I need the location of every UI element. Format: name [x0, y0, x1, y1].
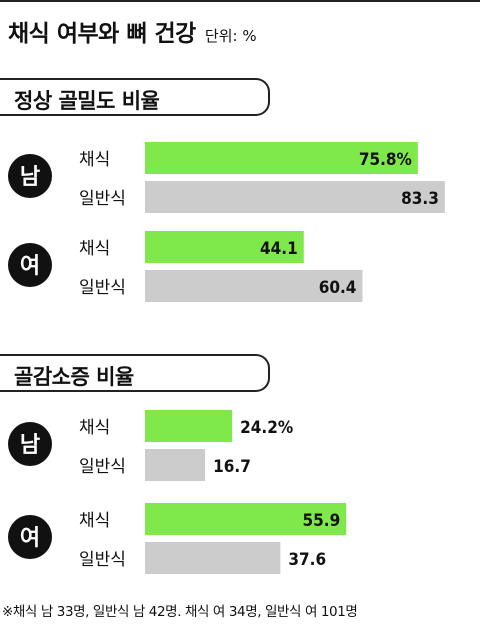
gender-badge [8, 243, 52, 287]
vegetarian-bar [145, 142, 418, 174]
gender-badge-label: 남 [20, 433, 40, 458]
section-title: 골감소증 비율 [14, 365, 134, 389]
bar-value-label: 37.6 [288, 550, 326, 570]
header-rule [0, 0, 480, 2]
regular-diet-bar [145, 270, 363, 302]
bar-category-label: 채식 [79, 418, 110, 438]
bar-category-label: 채식 [79, 150, 110, 170]
gender-badge [8, 422, 52, 466]
bar-value-label: 83.3 [401, 189, 439, 209]
section-header-osteopenia: 골감소증 비율 [0, 354, 270, 392]
chart-title: 채식 여부와 뼈 건강 [8, 21, 196, 47]
gender-badge [8, 154, 52, 198]
regular-diet-bar [145, 449, 206, 481]
vegetarian-bar [145, 503, 347, 535]
regular-diet-bar [145, 542, 281, 574]
bar-value-label: 24.2% [240, 418, 293, 438]
bar-value-label: 60.4 [319, 278, 357, 298]
bar-category-label: 채식 [79, 511, 110, 531]
bar-category-label: 일반식 [79, 550, 126, 570]
title-row: 채식 여부와 뼈 건강 단위: % [8, 14, 257, 48]
regular-diet-bar [145, 181, 445, 213]
bar-category-label: 일반식 [79, 278, 126, 298]
bar-value-label: 44.1 [260, 239, 298, 259]
bar-category-label: 일반식 [79, 457, 126, 477]
section-header-normal-bone-density: 정상 골밀도 비율 [0, 78, 270, 116]
bar-value-label: 55.9 [302, 511, 340, 531]
bar-category-label: 일반식 [79, 189, 126, 209]
gender-badge-label: 남 [20, 165, 40, 190]
bar-value-label: 75.8% [359, 150, 412, 170]
section-title: 정상 골밀도 비율 [14, 89, 160, 113]
gender-badge-label: 여 [20, 254, 40, 279]
vegetarian-bar [145, 231, 304, 263]
footnote: ※채식 남 33명, 일반식 남 42명. 채식 여 34명, 일반식 여 10… [2, 604, 358, 620]
gender-badge-label: 여 [20, 526, 40, 551]
vegetarian-bar [145, 410, 233, 442]
bar-value-label: 16.7 [213, 457, 251, 477]
gender-badge [8, 515, 52, 559]
bar-category-label: 채식 [79, 239, 110, 259]
unit-label: 단위: % [204, 27, 257, 45]
